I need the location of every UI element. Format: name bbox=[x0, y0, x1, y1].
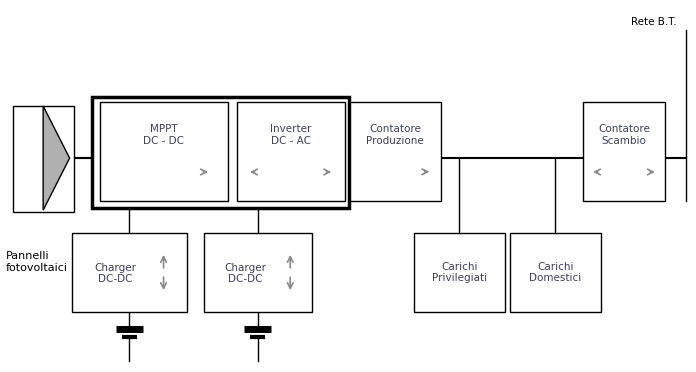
Text: Inverter
DC - AC: Inverter DC - AC bbox=[270, 124, 311, 145]
Bar bbox=[583, 102, 665, 201]
Bar bbox=[510, 232, 601, 312]
Bar bbox=[204, 232, 312, 312]
Bar bbox=[72, 232, 187, 312]
Text: MPPT
DC - DC: MPPT DC - DC bbox=[143, 124, 184, 145]
Bar bbox=[350, 102, 441, 201]
Text: Rete B.T.: Rete B.T. bbox=[631, 17, 677, 27]
Text: Pannelli
fotovoltaici: Pannelli fotovoltaici bbox=[6, 251, 68, 273]
Text: Carichi
Privilegiati: Carichi Privilegiati bbox=[432, 262, 487, 283]
Bar bbox=[100, 102, 228, 201]
Polygon shape bbox=[43, 106, 70, 210]
Text: Charger
DC-DC: Charger DC-DC bbox=[95, 263, 136, 285]
Text: Charger
DC-DC: Charger DC-DC bbox=[224, 263, 266, 285]
Bar bbox=[414, 232, 505, 312]
Text: Contatore
Scambio: Contatore Scambio bbox=[598, 124, 650, 145]
Text: Contatore
Produzione: Contatore Produzione bbox=[367, 124, 424, 145]
Text: Carichi
Domestici: Carichi Domestici bbox=[529, 262, 582, 283]
Bar bbox=[13, 106, 74, 212]
Bar bbox=[237, 102, 345, 201]
Bar bbox=[92, 97, 349, 208]
